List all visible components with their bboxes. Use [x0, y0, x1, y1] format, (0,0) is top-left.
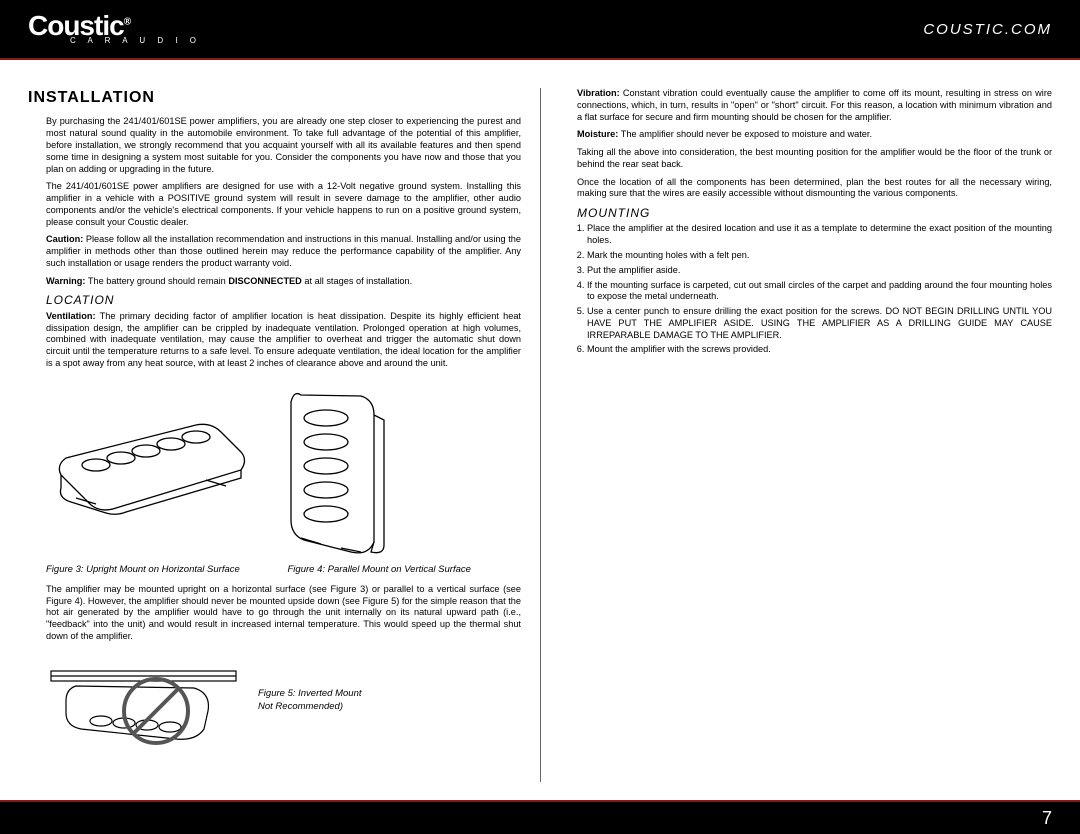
brand-logo: Coustic® C A R A U D I O	[28, 13, 201, 45]
warning-paragraph: Warning: The battery ground should remai…	[28, 276, 521, 288]
amp-upright-icon	[46, 380, 256, 530]
figure-5-caption: Figure 5: Inverted Mount Not Recommended…	[258, 688, 362, 712]
figure-captions-row: Figure 3: Upright Mount on Horizontal Su…	[28, 564, 521, 576]
warning-label: Warning:	[46, 276, 85, 286]
mounting-orientation-paragraph: The amplifier may be mounted upright on …	[28, 584, 521, 643]
brand-tagline: C A R A U D I O	[70, 36, 201, 45]
best-position-paragraph: Taking all the above into consideration,…	[559, 147, 1052, 171]
intro-paragraph-1: By purchasing the 241/401/601SE power am…	[28, 116, 521, 175]
vibration-paragraph: Vibration: Constant vibration could even…	[559, 88, 1052, 123]
left-column: INSTALLATION By purchasing the 241/401/6…	[28, 88, 521, 792]
figures-3-4	[28, 380, 521, 560]
brand-name: Coustic®	[28, 13, 130, 38]
mounting-step: Put the amplifier aside.	[587, 265, 1052, 277]
caution-label: Caution:	[46, 234, 83, 244]
figure-3	[46, 380, 256, 560]
amp-parallel-icon	[276, 380, 396, 560]
figure-5-row: Figure 5: Inverted Mount Not Recommended…	[28, 651, 521, 751]
amp-inverted-icon	[46, 651, 246, 751]
ventilation-label: Ventilation:	[46, 311, 96, 321]
mounting-heading: MOUNTING	[559, 206, 1052, 221]
figure-4-caption: Figure 4: Parallel Mount on Vertical Sur…	[288, 564, 522, 576]
brand-url: COUSTIC.COM	[923, 21, 1052, 38]
vibration-label: Vibration:	[577, 88, 620, 98]
mounting-step: If the mounting surface is carpeted, cut…	[587, 280, 1052, 304]
moisture-paragraph: Moisture: The amplifier should never be …	[559, 129, 1052, 141]
page-header: Coustic® C A R A U D I O COUSTIC.COM	[0, 0, 1080, 58]
location-heading: LOCATION	[28, 293, 521, 308]
mounting-steps-list: Place the amplifier at the desired locat…	[559, 223, 1052, 356]
right-column: Vibration: Constant vibration could even…	[559, 88, 1052, 792]
ventilation-paragraph: Ventilation: The primary deciding factor…	[28, 311, 521, 370]
caution-paragraph: Caution: Please follow all the installat…	[28, 234, 521, 269]
moisture-label: Moisture:	[577, 129, 618, 139]
mounting-step: Mark the mounting holes with a felt pen.	[587, 250, 1052, 262]
page-footer: 7	[0, 802, 1080, 834]
figure-4	[276, 380, 396, 560]
intro-paragraph-2: The 241/401/601SE power amplifiers are d…	[28, 181, 521, 228]
column-divider	[540, 88, 541, 782]
content-area: INSTALLATION By purchasing the 241/401/6…	[0, 58, 1080, 802]
manual-page: Coustic® C A R A U D I O COUSTIC.COM INS…	[0, 0, 1080, 834]
mounting-step: Use a center punch to ensure drilling th…	[587, 306, 1052, 341]
wiring-paragraph: Once the location of all the components …	[559, 177, 1052, 201]
section-title: INSTALLATION	[28, 88, 521, 108]
mounting-step: Mount the amplifier with the screws prov…	[587, 344, 1052, 356]
page-number: 7	[1042, 808, 1052, 829]
figure-3-caption: Figure 3: Upright Mount on Horizontal Su…	[46, 564, 280, 576]
mounting-step: Place the amplifier at the desired locat…	[587, 223, 1052, 247]
